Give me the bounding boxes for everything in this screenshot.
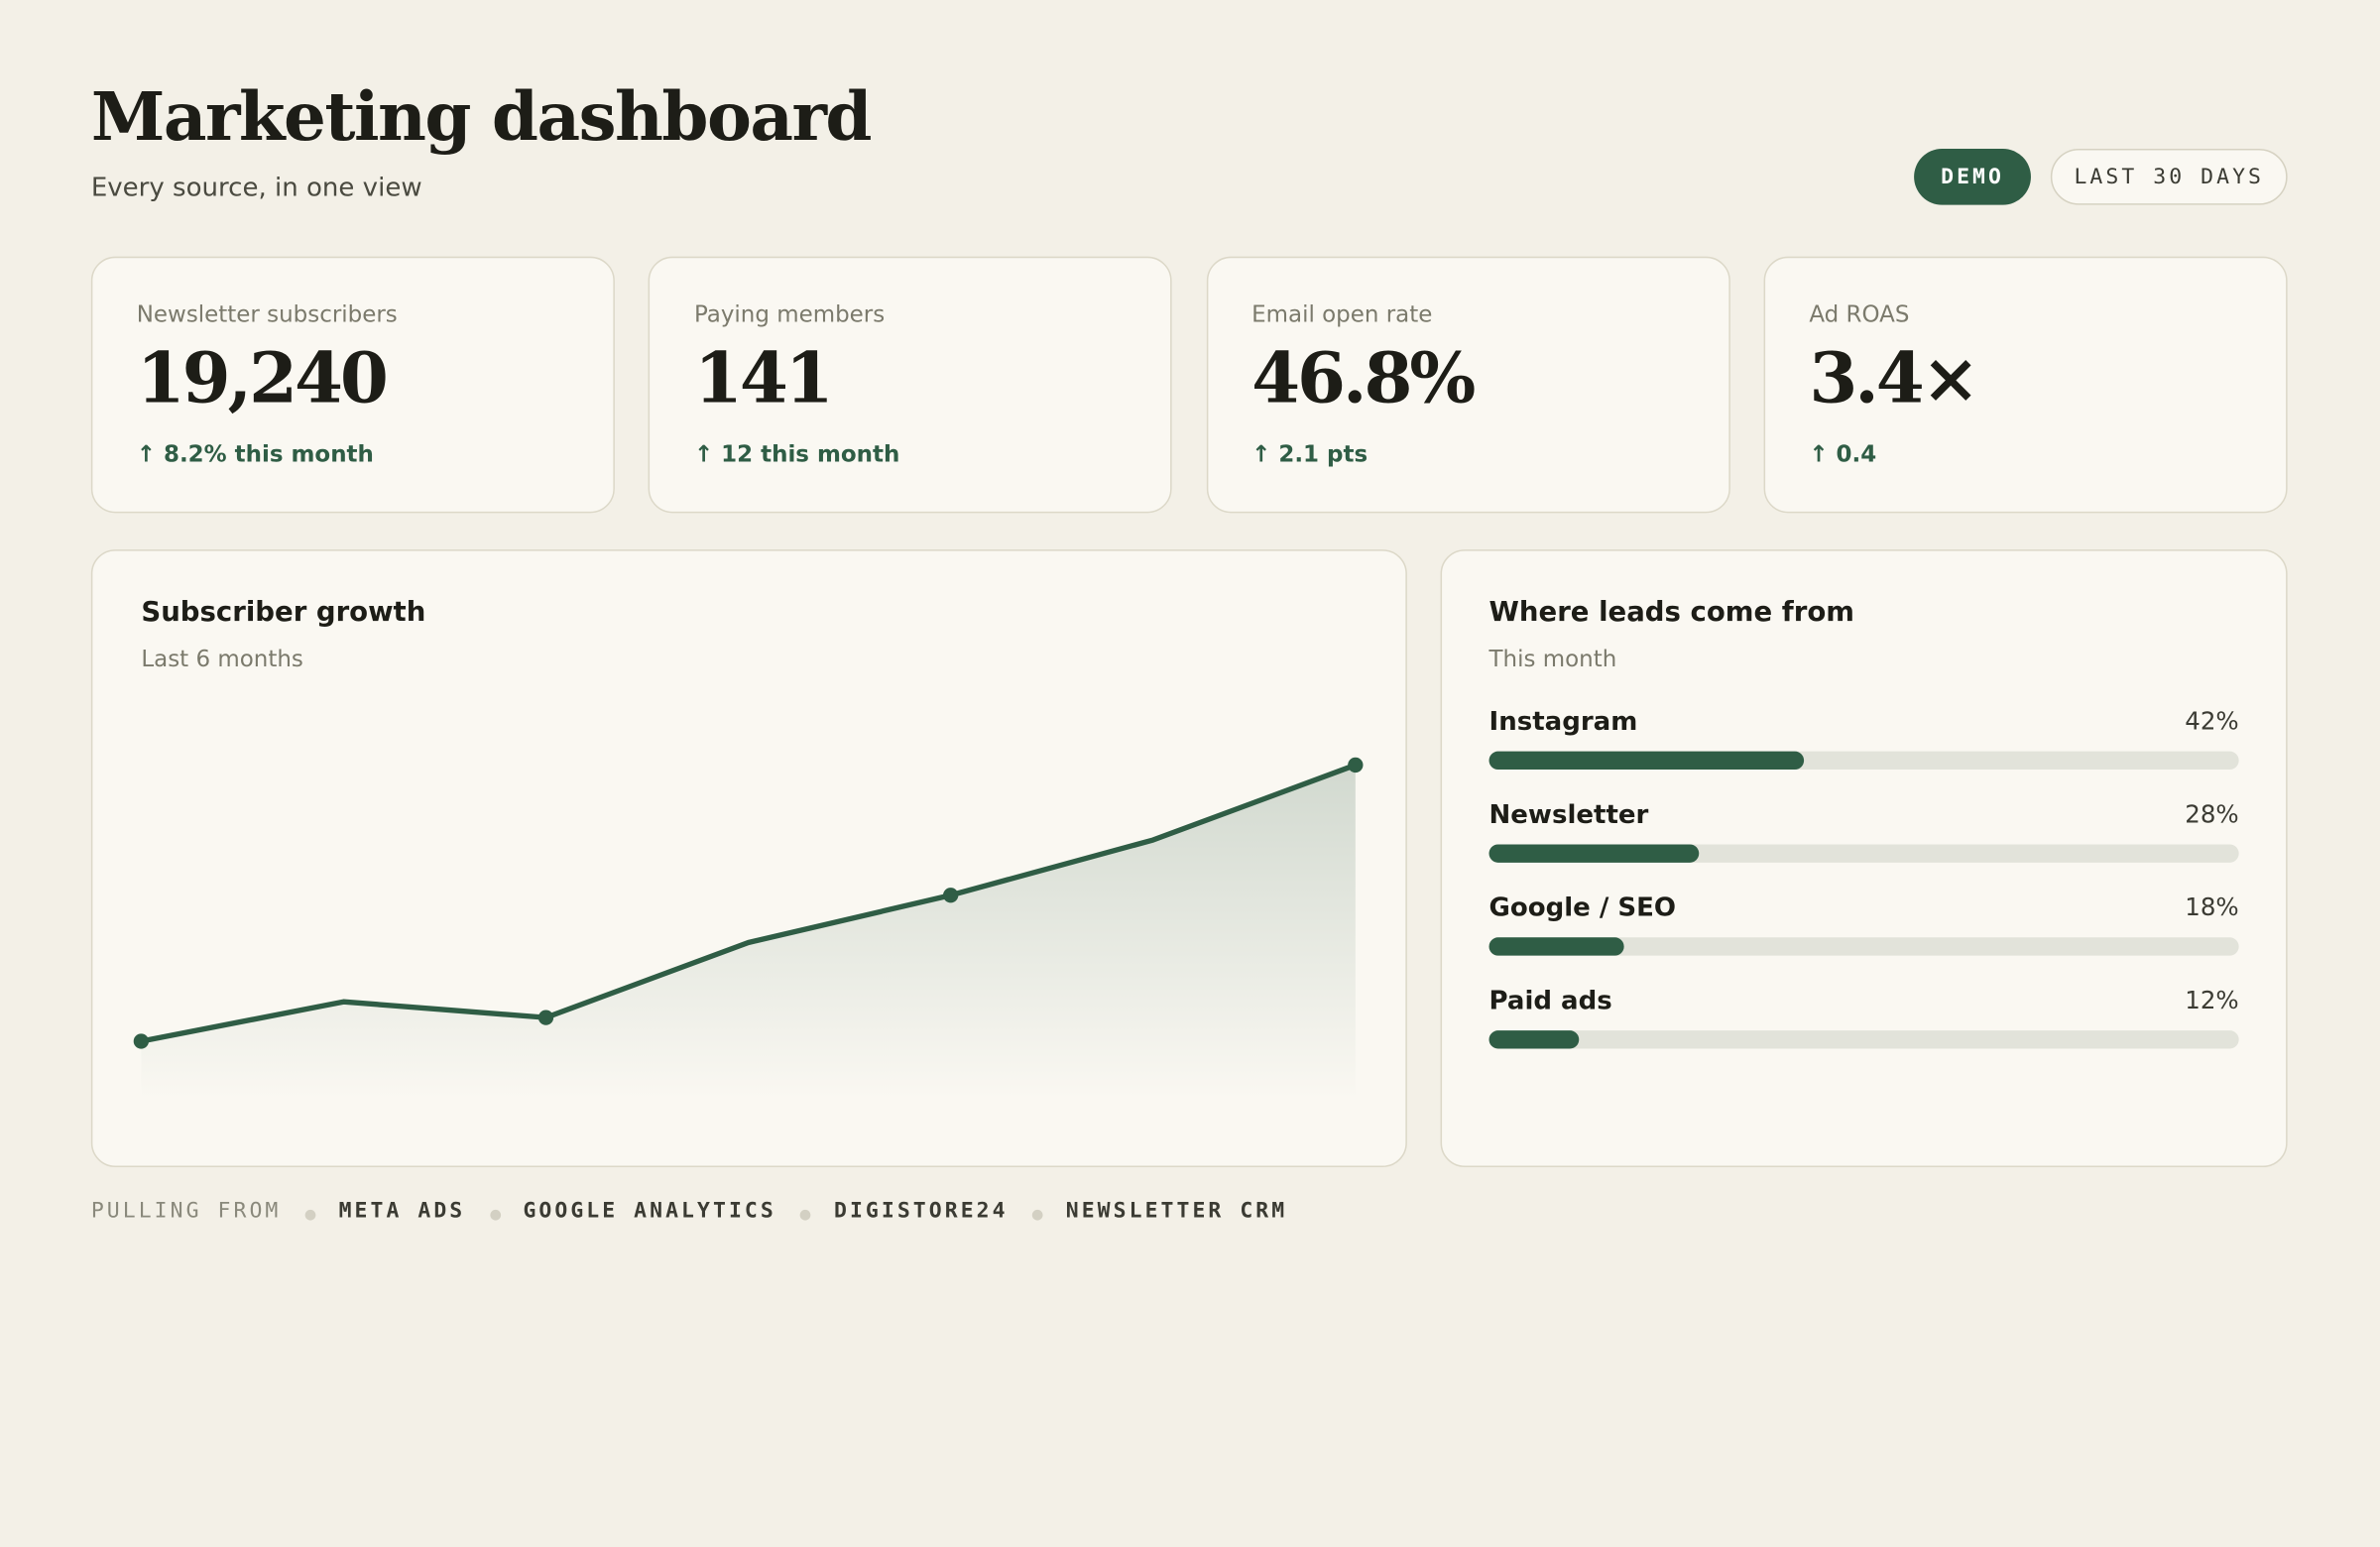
bar-track <box>1488 1030 2239 1049</box>
value-label: 42% <box>2185 707 2238 736</box>
value-label: 12% <box>2185 986 2238 1014</box>
kpi-card: Newsletter subscribers 19,240 ↑ 8.2% this … <box>90 256 615 514</box>
source: GOOGLE ANALYTICS <box>523 1199 776 1224</box>
kpi-value: 3.4× <box>1809 336 1979 419</box>
kpi-label: Newsletter subscribers <box>136 300 398 328</box>
card-title: Where leads come from <box>1488 596 1854 629</box>
card-title: Subscriber growth <box>141 596 426 629</box>
kpi-label: Email open rate <box>1251 300 1433 328</box>
bar-label: Instagram <box>1489 707 1638 737</box>
point <box>133 1033 149 1049</box>
kpi-label: Paying members <box>693 300 886 328</box>
bar-label: Google / SEO <box>1489 893 1677 923</box>
kpi-label: Ad ROAS <box>1809 300 1910 328</box>
kpi-value: 141 <box>693 336 834 419</box>
bar-track <box>1488 937 2239 956</box>
demo-badge: DEMO <box>1914 148 2031 205</box>
line <box>140 762 1357 1044</box>
kpi-card: Email open rate 46.8% ↑ 2.1 pts <box>1206 256 1730 514</box>
separator-dot <box>304 1209 316 1221</box>
kpi-change: ↑ 8.2% this month <box>136 439 374 468</box>
kpi-change: ↑ 0.4 <box>1809 439 1877 468</box>
bar-label: Newsletter <box>1489 800 1649 830</box>
kpi-card: Paying members 141 ↑ 12 this month <box>649 256 1173 514</box>
bar <box>1488 937 1624 956</box>
area-fill <box>141 765 1356 1101</box>
separator-dot <box>800 1209 812 1221</box>
value-label: 18% <box>2185 892 2238 921</box>
source: NEWSLETTER CRM <box>1065 1199 1288 1224</box>
bar <box>1488 1030 1580 1049</box>
range-button[interactable]: LAST 30 DAYS <box>2050 148 2288 205</box>
page-subtitle: Every source, in one view <box>90 173 422 204</box>
kpi-card: Ad ROAS 3.4× ↑ 0.4 <box>1763 256 2288 514</box>
value-label: 28% <box>2185 799 2238 828</box>
source: META ADS <box>338 1199 466 1224</box>
point <box>943 888 959 903</box>
page-title: Marketing dashboard <box>90 78 873 157</box>
source: DIGISTORE24 <box>833 1199 1009 1224</box>
kpi-change: ↑ 12 this month <box>693 439 900 468</box>
point <box>1348 757 1364 774</box>
kpi-change: ↑ 2.1 pts <box>1251 439 1368 468</box>
bar-label: Paid ads <box>1489 987 1612 1016</box>
footer-label: PULLING FROM <box>90 1199 282 1224</box>
bar <box>1488 751 1805 771</box>
bar <box>1488 844 1700 863</box>
separator-dot <box>1032 1209 1043 1221</box>
card-subtitle: This month <box>1488 645 1617 673</box>
kpi-value: 46.8% <box>1251 336 1476 419</box>
point <box>537 1010 554 1025</box>
card-subtitle: Last 6 months <box>141 645 303 673</box>
kpi-value: 19,240 <box>136 336 389 419</box>
separator-dot <box>489 1209 501 1221</box>
